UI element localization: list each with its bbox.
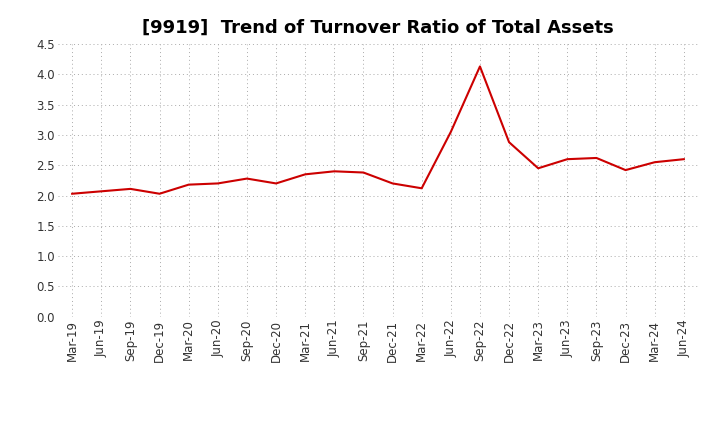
Title: [9919]  Trend of Turnover Ratio of Total Assets: [9919] Trend of Turnover Ratio of Total …	[142, 19, 614, 37]
